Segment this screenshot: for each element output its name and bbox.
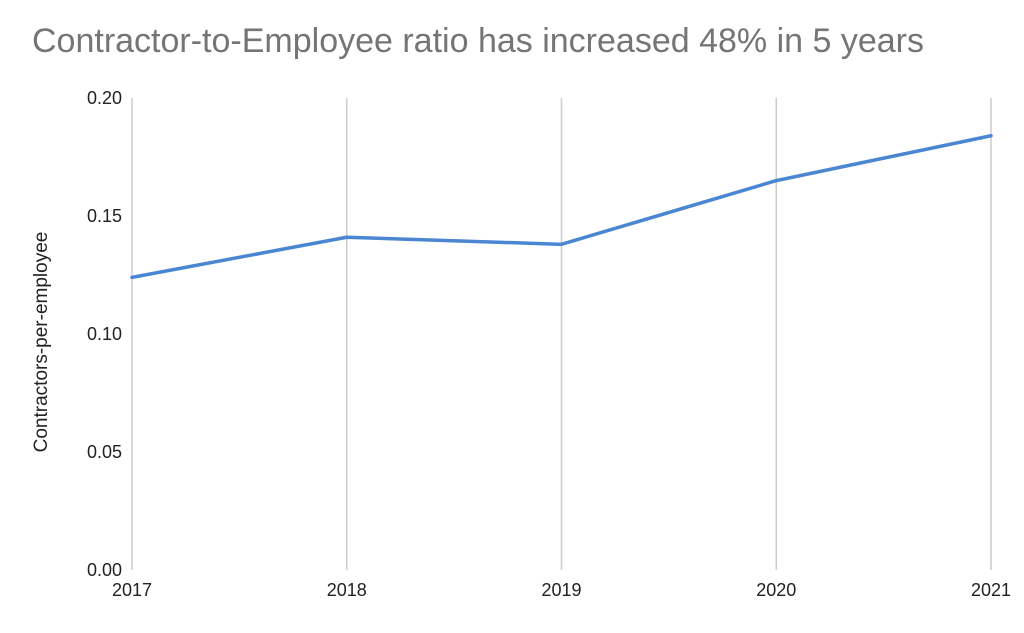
data-point-2017: [130, 275, 134, 279]
y-tick-label: 0.10: [87, 324, 122, 344]
series-layer: [130, 134, 993, 280]
chart-title: Contractor-to-Employee ratio has increas…: [32, 22, 924, 60]
data-point-2019: [560, 242, 563, 246]
grid-lines: [131, 98, 992, 570]
y-tick-label: 0.15: [87, 206, 122, 226]
data-point-2020: [774, 179, 778, 183]
x-tick-label: 2018: [327, 580, 367, 600]
y-tick-label: 0.05: [87, 442, 122, 462]
data-point-2021: [989, 134, 993, 138]
y-axis-ticks: 0.00 0.05 0.10 0.15 0.20: [87, 88, 122, 580]
data-point-2018: [345, 235, 349, 239]
x-tick-label: 2019: [541, 580, 581, 600]
x-axis-ticks: 2017 2018 2019 2020 2021: [112, 580, 1011, 600]
x-tick-label: 2021: [971, 580, 1011, 600]
x-tick-label: 2020: [756, 580, 796, 600]
y-tick-label: 0.20: [87, 88, 122, 108]
y-tick-label: 0.00: [87, 560, 122, 580]
x-tick-label: 2017: [112, 580, 152, 600]
